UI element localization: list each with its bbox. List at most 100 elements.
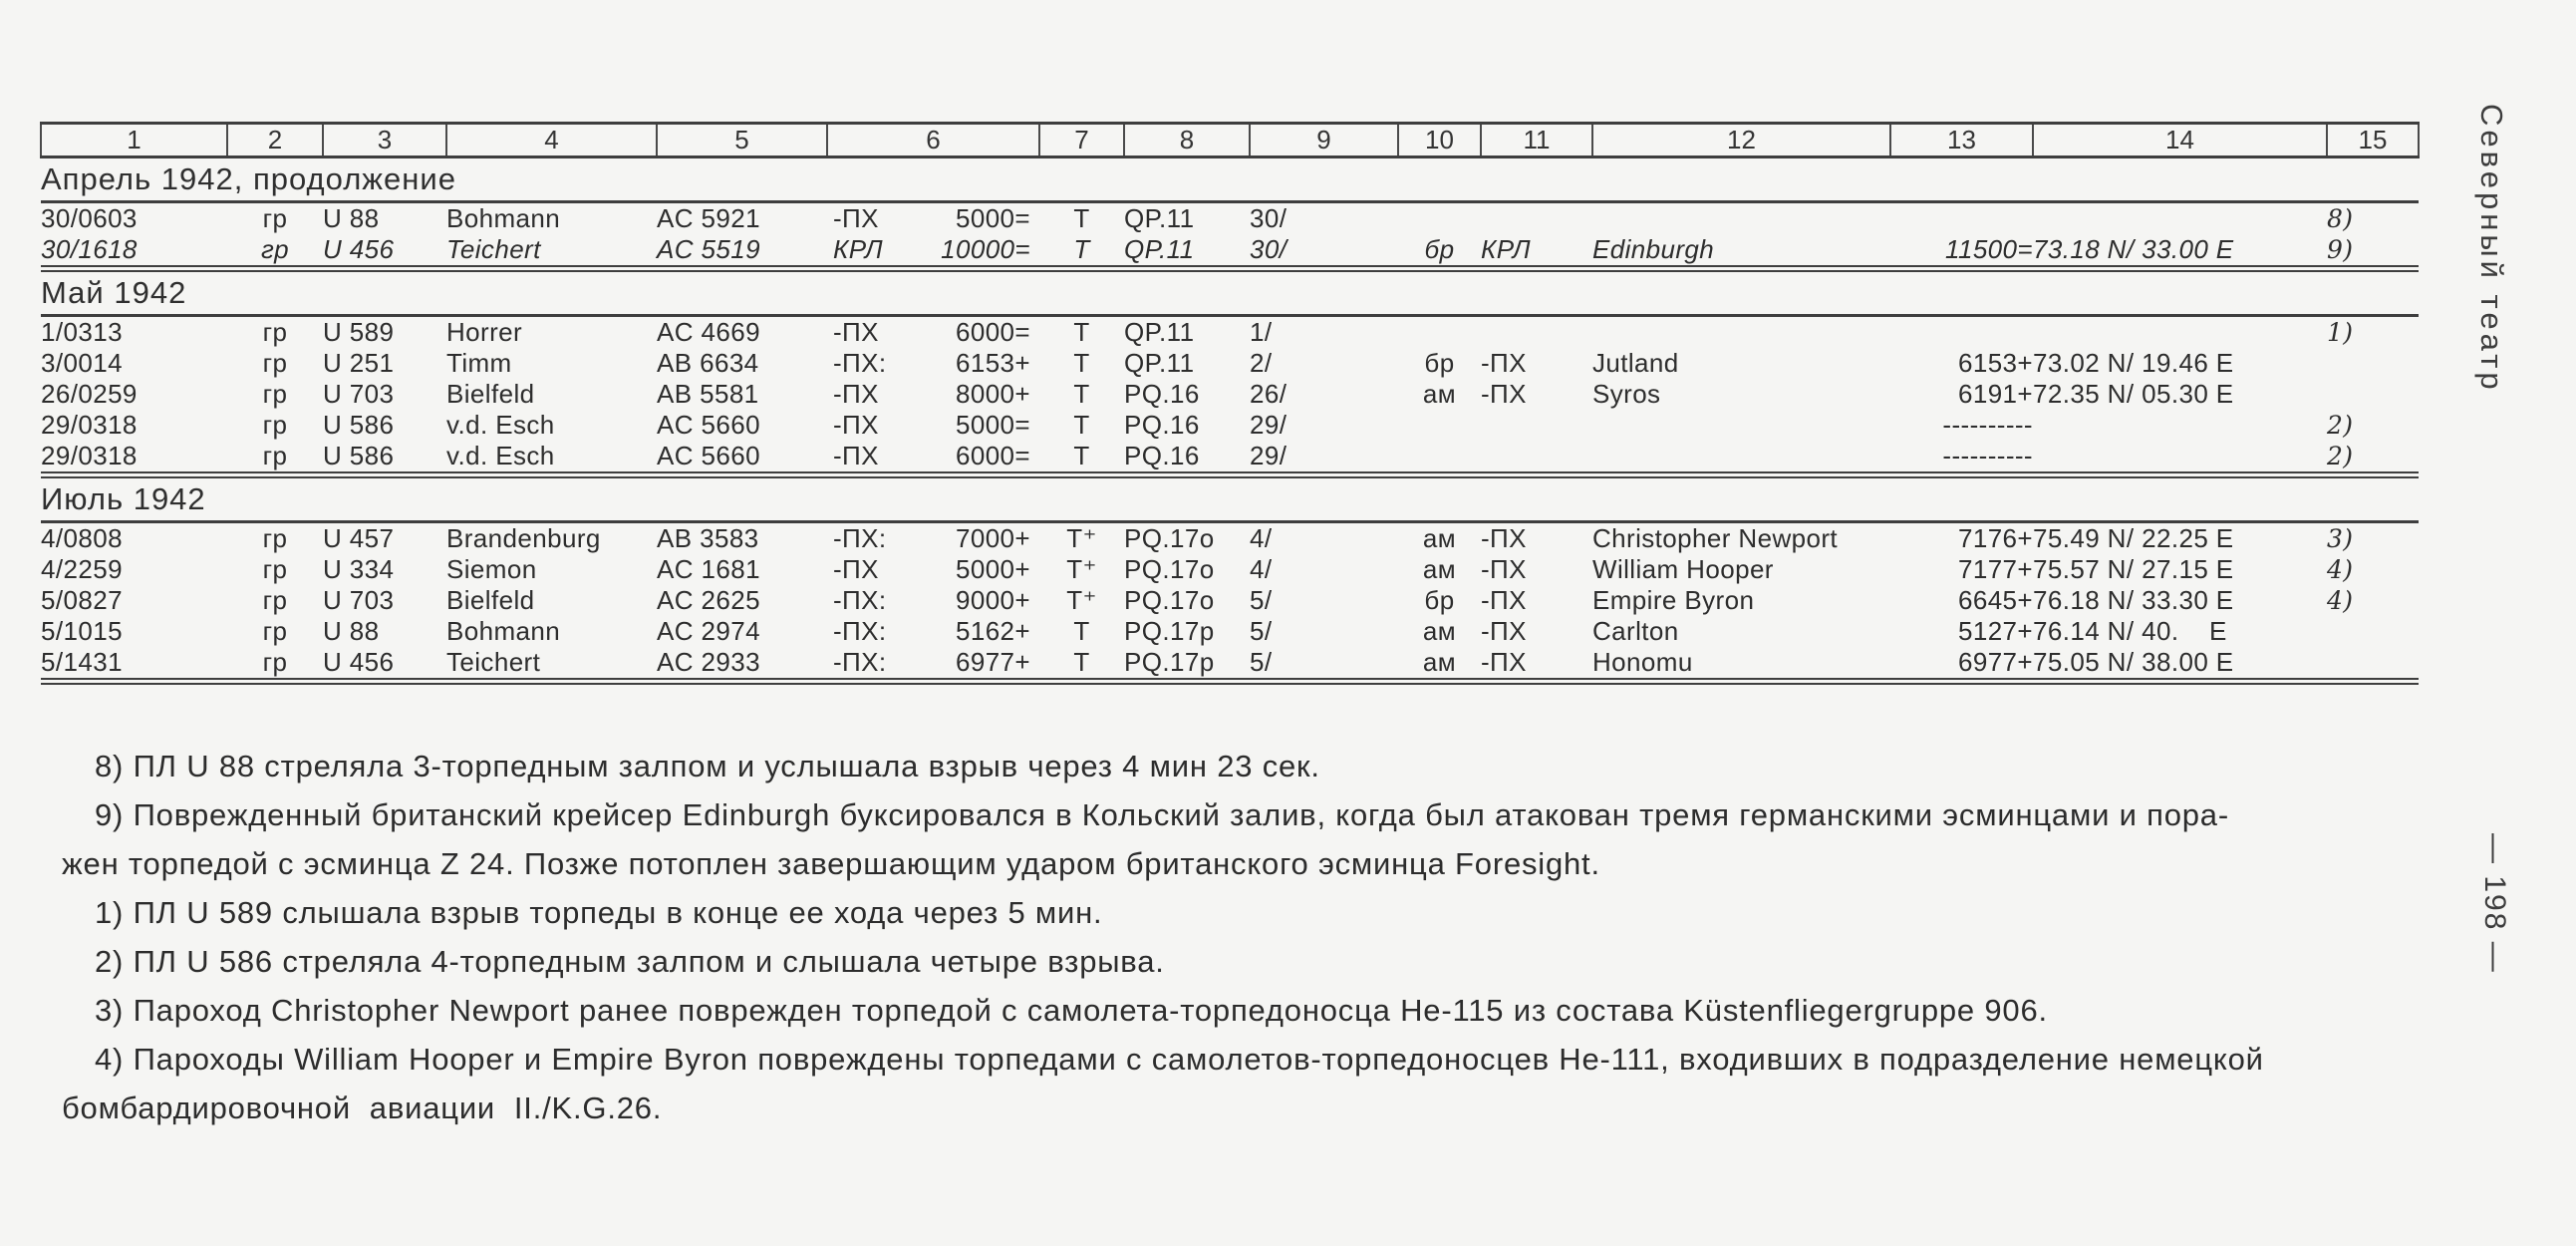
cell-real-tonnage: 6153+ [1957, 348, 2033, 378]
cell-commander: Siemon [446, 554, 537, 584]
claimed-tonnage: 6153+ [955, 348, 1030, 378]
cell-weapon: Т⁺ [1066, 554, 1097, 584]
cell-weapon: Т⁺ [1066, 585, 1097, 615]
claimed-tonnage: 6977+ [955, 647, 1030, 677]
cell-grid-square: AC 4669 [657, 317, 760, 347]
cell-commander: Bielfeld [446, 585, 535, 615]
cell-weapon: Т [1073, 379, 1090, 409]
cell-attack-and-claim: -ПХ: 6977+ [827, 647, 1039, 682]
table-row: 5/1015 гр U 88 Bohmann AC 2974 -ПХ: 5162+ Т PQ.1… [41, 616, 2419, 647]
cell-attacker-nation: гр [262, 410, 288, 440]
cell-uboat: U 334 [323, 554, 395, 584]
cell-date: 29/ [1250, 441, 1288, 470]
cell-real-tonnage: 5127+ [1957, 616, 2033, 646]
cell-victim-nation: бр [1424, 585, 1455, 615]
cell-grid-square: AC 2933 [657, 647, 760, 677]
table-section: Апрель 1942, продолжение 30/0603 гр U 88 Boh… [41, 156, 2419, 269]
table-header: 1 2 3 4 5 6 7 8 9 10 11 12 13 14 15 [40, 122, 2420, 158]
cell-convoy: PQ.17о [1124, 585, 1215, 615]
footnote-line: 1) ПЛ U 589 слышала взрыв торпеды в конц… [95, 895, 1103, 930]
cell-attacker-nation: гр [262, 379, 288, 409]
cell-position: 76.14 N/ 40. E [2033, 616, 2227, 646]
column-number: 2 [226, 122, 324, 158]
cell-position: 75.05 N/ 38.00 E [2033, 647, 2234, 677]
cell-attacker-nation: гр [262, 523, 288, 553]
cell-date: 26/ [1250, 379, 1288, 409]
cell-ship-type [1481, 410, 1592, 441]
cell-footnote-ref: 2) [2327, 442, 2354, 470]
cell-real-tonnage [1890, 316, 2033, 349]
claimed-tonnage: 8000+ [955, 379, 1030, 409]
cell-attacker-nation: гр [262, 441, 288, 470]
cell-commander: Teichert [446, 234, 541, 264]
cell-date: 5/ [1250, 585, 1273, 615]
cell-date: 5/ [1250, 647, 1273, 677]
attack-type: -ПХ [833, 410, 879, 440]
cell-date: 2/ [1250, 348, 1273, 378]
cell-ship-type: -ПХ [1481, 616, 1527, 646]
cell-real-tonnage: 6645+ [1957, 585, 2033, 615]
cell-convoy: PQ.17р [1124, 616, 1215, 646]
column-number: 11 [1480, 122, 1593, 158]
attack-table: 1 2 3 4 5 6 7 8 9 10 11 12 13 14 15 Апрель 1942, продо… [40, 122, 2420, 685]
cell-footnote-ref: 2) [2327, 411, 2354, 440]
footnote-line: 9) Поврежденный британский крейсер Edinb… [95, 797, 2229, 832]
cell-grid-square: AC 5921 [657, 203, 760, 233]
cell-date: 4/ [1250, 523, 1273, 553]
cell-ship-type: -ПХ [1481, 647, 1527, 677]
cell-uboat: U 456 [323, 647, 395, 677]
cell-position: 75.49 N/ 22.25 E [2033, 523, 2234, 553]
cell-time: 4/0808 [41, 523, 123, 553]
cell-real-tonnage: ---------- [1942, 410, 2033, 440]
cell-convoy: PQ.17о [1124, 523, 1215, 553]
cell-commander: Bohmann [446, 203, 561, 233]
cell-convoy: QP.11 [1124, 317, 1195, 347]
cell-position [2033, 441, 2327, 475]
column-number: 7 [1038, 122, 1125, 158]
cell-uboat: U 456 [323, 234, 395, 264]
cell-ship-name: Syros [1592, 379, 1661, 409]
section-title-row: Май 1942 [41, 268, 2419, 317]
table-row: 1/0313 гр U 589 Horrer AC 4669 -ПХ 6000= Т QP.11… [41, 316, 2419, 349]
margin-title: Северный театр [2474, 104, 2509, 394]
footnote-line: 3) Пароход Christopher Newport ранее пов… [95, 993, 2048, 1028]
cell-position: 72.35 N/ 05.30 E [2033, 379, 2234, 409]
attack-type: КРЛ [833, 234, 883, 264]
column-number: 13 [1889, 122, 2034, 158]
cell-uboat: U 88 [323, 616, 380, 646]
cell-grid-square: AB 6634 [657, 348, 759, 378]
cell-grid-square: AC 2625 [657, 585, 760, 615]
cell-commander: Horrer [446, 317, 523, 347]
cell-attack-and-claim: -ПХ: 7000+ [827, 522, 1039, 555]
cell-attacker-nation: гр [262, 203, 288, 233]
cell-real-tonnage: 6191+ [1957, 379, 2033, 409]
cell-uboat: U 586 [323, 410, 395, 440]
cell-attack-and-claim: -ПХ 5000= [827, 410, 1039, 441]
cell-victim-nation [1398, 316, 1481, 349]
cell-footnote-ref [2327, 379, 2419, 410]
claimed-tonnage: 5000+ [955, 554, 1030, 584]
cell-grid-square: AB 3583 [657, 523, 759, 553]
cell-commander: v.d. Esch [446, 410, 555, 440]
footnote-line: 4) Пароходы William Hooper и Empire Byro… [95, 1042, 2264, 1077]
cell-attack-and-claim: -ПХ 5000+ [827, 554, 1039, 585]
cell-time: 5/0827 [41, 585, 123, 615]
cell-attack-and-claim: -ПХ 8000+ [827, 379, 1039, 410]
cell-position [2033, 316, 2327, 349]
cell-uboat: U 586 [323, 441, 395, 470]
cell-footnote-ref: 8) [2327, 204, 2354, 233]
cell-ship-name: Jutland [1592, 348, 1679, 378]
cell-attacker-nation: гр [262, 647, 288, 677]
cell-real-tonnage: 7176+ [1957, 523, 2033, 553]
cell-weapon: Т [1073, 317, 1090, 347]
table-row: 29/0318 гр U 586 v.d. Esch AC 5660 -ПХ 5000= Т P… [41, 410, 2419, 441]
cell-commander: Timm [446, 348, 512, 378]
cell-ship-name [1592, 441, 1890, 475]
cell-ship-name [1592, 410, 1890, 441]
cell-victim-nation: ам [1422, 616, 1457, 646]
attack-type: -ПХ [833, 203, 879, 233]
table-row: 29/0318 гр U 586 v.d. Esch AC 5660 -ПХ 6000= Т P… [41, 441, 2419, 475]
cell-time: 4/2259 [41, 554, 123, 584]
cell-commander: Teichert [446, 647, 541, 677]
cell-victim-nation: ам [1422, 647, 1457, 677]
